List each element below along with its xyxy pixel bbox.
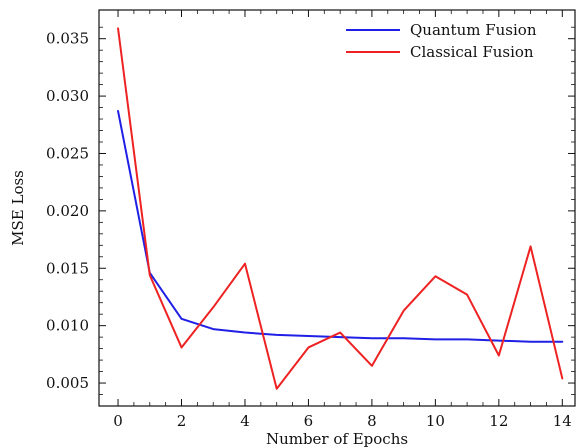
x-tick-label: 2 — [177, 412, 187, 430]
legend-label-quantum-fusion: Quantum Fusion — [410, 21, 537, 39]
x-tick-label: 8 — [367, 412, 377, 430]
x-tick-label: 0 — [113, 412, 123, 430]
labels-layer: Number of Epochs MSE Loss — [9, 170, 408, 448]
legend-label-classical-fusion: Classical Fusion — [410, 43, 534, 61]
y-tick-label: 0.015 — [46, 259, 89, 277]
legend: Quantum Fusion Classical Fusion — [346, 21, 537, 61]
x-tick-label: 6 — [304, 412, 314, 430]
y-tick-label: 0.025 — [46, 144, 89, 162]
series-line-1 — [117, 27, 564, 390]
series-layer — [117, 27, 564, 390]
x-tick-label: 14 — [553, 412, 572, 430]
y-tick-label: 0.035 — [46, 30, 89, 48]
y-tick-label: 0.005 — [46, 374, 89, 392]
plot-frame — [98, 9, 576, 407]
ticks-layer: 0 2 4 6 8 10 12 14 0.005 0.010 0.015 0.020 0.025 0.03… — [46, 10, 575, 430]
y-tick-label: 0.030 — [46, 87, 89, 105]
y-tick-label: 0.020 — [46, 202, 89, 220]
y-axis-label: MSE Loss — [9, 170, 27, 246]
x-tick-label: 12 — [489, 412, 508, 430]
series-line-0 — [117, 110, 564, 343]
y-tick-label: 0.010 — [46, 317, 89, 335]
x-tick-label: 10 — [426, 412, 445, 430]
axes-layer — [98, 9, 576, 407]
x-tick-label: 4 — [240, 412, 250, 430]
x-axis-label: Number of Epochs — [266, 430, 408, 448]
